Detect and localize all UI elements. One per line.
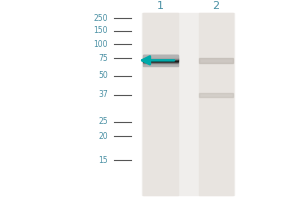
Text: 25: 25 xyxy=(99,117,108,126)
Bar xyxy=(143,55,178,56)
Text: 150: 150 xyxy=(94,26,108,35)
Bar xyxy=(199,93,233,97)
Bar xyxy=(199,58,233,63)
Bar xyxy=(143,13,178,195)
Bar xyxy=(143,64,178,65)
Bar xyxy=(143,62,178,63)
Text: 1: 1 xyxy=(157,1,164,11)
Text: 75: 75 xyxy=(98,54,108,63)
Bar xyxy=(199,13,233,195)
Bar xyxy=(143,65,178,66)
Text: 50: 50 xyxy=(98,71,108,80)
Bar xyxy=(143,58,178,59)
Text: 20: 20 xyxy=(99,132,108,141)
Bar xyxy=(143,59,178,60)
Text: 37: 37 xyxy=(98,90,108,99)
Bar xyxy=(143,57,178,58)
Text: 250: 250 xyxy=(94,14,108,23)
Bar xyxy=(143,63,178,64)
Text: 2: 2 xyxy=(212,1,219,11)
Text: 15: 15 xyxy=(99,156,108,165)
Bar xyxy=(143,60,178,61)
Bar xyxy=(143,56,178,57)
Bar xyxy=(142,13,234,195)
Bar xyxy=(143,61,178,62)
Text: 100: 100 xyxy=(94,40,108,49)
